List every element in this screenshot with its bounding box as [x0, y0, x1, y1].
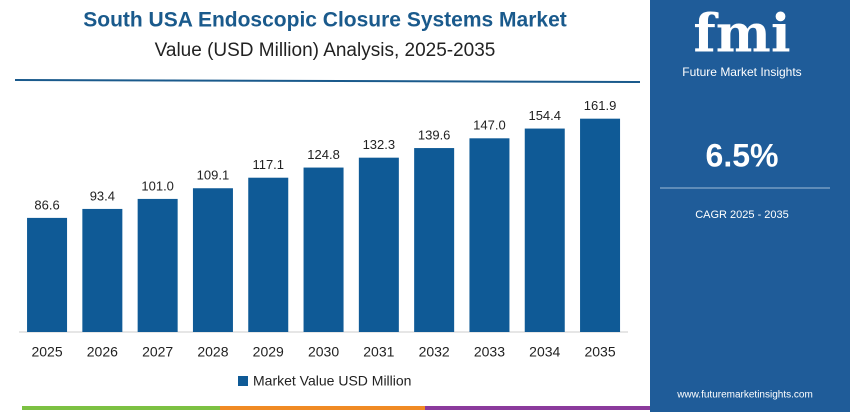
value-label: 124.8: [307, 147, 340, 162]
bar: [414, 148, 455, 332]
website: www.futuremarketinsights.com: [676, 390, 813, 401]
value-label: 132.3: [363, 137, 396, 152]
side-panel: fmi Future Market Insights 6.5% CAGR 202…: [650, 0, 850, 412]
value-label: 154.4: [528, 108, 561, 123]
bar: [580, 118, 621, 332]
bar: [303, 167, 344, 332]
value-label: 93.4: [90, 188, 115, 203]
x-tick-label: 2033: [474, 344, 505, 360]
strip-purple: [425, 406, 650, 410]
legend-label: Market Value USD Million: [253, 373, 411, 389]
cagr-label: CAGR 2025 - 2035: [695, 209, 789, 221]
logo: fmi: [693, 4, 790, 65]
bar: [358, 157, 399, 332]
x-tick-label: 2031: [363, 344, 394, 360]
bar: [27, 217, 68, 332]
legend-swatch: [238, 376, 248, 386]
value-label: 139.6: [418, 127, 451, 142]
x-tick-label: 2029: [253, 344, 284, 360]
chart-subtitle: Value (USD Million) Analysis, 2025-2035: [155, 40, 496, 61]
title-rule: [14, 79, 641, 83]
value-label: 117.1: [252, 157, 284, 172]
brand: Future Market Insights: [682, 65, 801, 79]
x-tick-label: 2034: [529, 344, 560, 360]
bar: [82, 208, 123, 332]
bar: [248, 177, 289, 332]
x-tick-label: 2032: [419, 344, 450, 360]
x-tick-label: 2025: [31, 344, 62, 360]
value-label: 109.1: [197, 168, 230, 183]
x-tick-label: 2035: [584, 344, 615, 360]
x-tick-label: 2026: [87, 344, 118, 360]
value-label: 86.6: [34, 197, 59, 212]
value-label: 161.9: [584, 98, 617, 113]
strip-orange: [220, 406, 425, 410]
bar: [524, 128, 565, 332]
strip-green: [22, 406, 220, 410]
bar: [469, 138, 510, 332]
value-label: 101.0: [141, 178, 174, 193]
bar: [137, 198, 178, 332]
x-tick-label: 2027: [142, 344, 173, 360]
cagr-value: 6.5%: [706, 137, 779, 173]
bar: [192, 188, 233, 332]
x-tick-label: 2030: [308, 344, 339, 360]
x-tick-label: 2028: [197, 344, 228, 360]
value-label: 147.0: [473, 118, 506, 133]
chart-title: South USA Endoscopic Closure Systems Mar…: [83, 9, 567, 32]
panel-background: [650, 0, 850, 412]
